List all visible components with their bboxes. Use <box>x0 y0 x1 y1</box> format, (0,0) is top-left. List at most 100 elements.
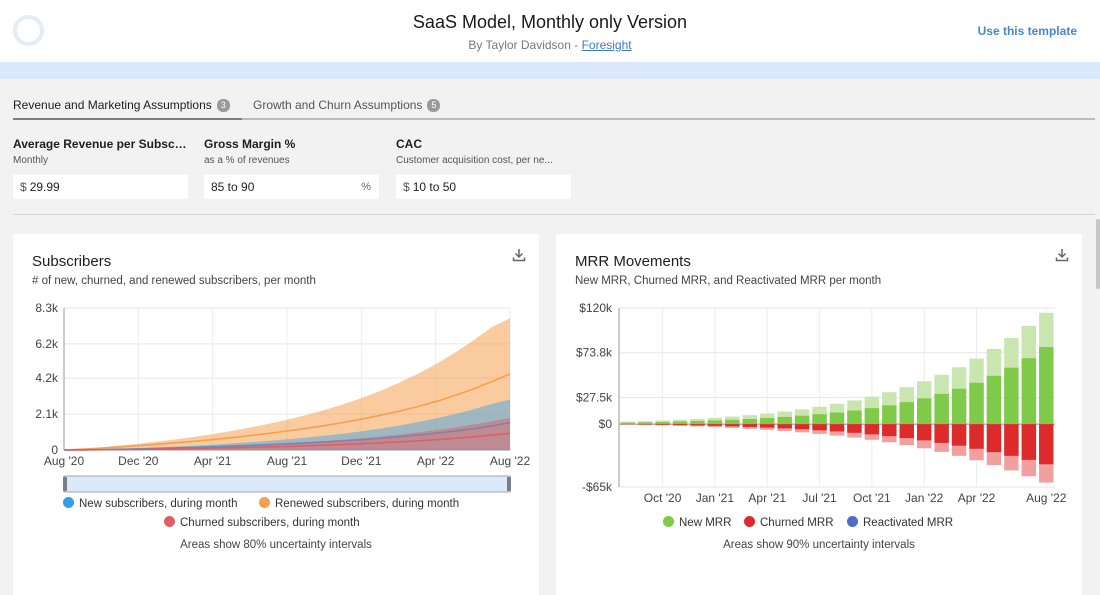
x-tick-label: Jul '21 <box>802 491 837 505</box>
x-tick-label: Aug '22 <box>490 454 531 468</box>
tab-count-badge: 3 <box>216 99 230 112</box>
foresight-logo-icon[interactable] <box>13 15 44 46</box>
bar-median <box>829 424 845 432</box>
range-handle-left <box>63 477 67 491</box>
mrr-chart: -$65k $0 $27.5k $73.8k $120k Oct '20 Jan '21 Ap… <box>576 301 1067 505</box>
bar-median <box>1021 424 1037 460</box>
subscribers-chart-card: Subscribers # of new, churned, and renew… <box>13 234 539 595</box>
bar-median <box>760 418 775 425</box>
range-handle-right <box>507 477 511 491</box>
bar-median <box>864 424 880 435</box>
bar-median <box>882 405 897 425</box>
bar-median <box>882 424 897 437</box>
legend-new-subscribers[interactable]: New subscribers, during month <box>63 497 238 510</box>
section-divider <box>13 214 1095 215</box>
legend-churned-mrr[interactable]: Churned MRR <box>744 516 834 529</box>
y-tick-label: $0 <box>599 417 613 431</box>
x-tick-label: Apr '22 <box>417 454 455 468</box>
bar-median <box>1039 347 1054 425</box>
x-tick-label: Apr '21 <box>748 491 786 505</box>
y-tick-label: 6.2k <box>35 337 59 351</box>
legend-reactivated-mrr[interactable]: Reactivated MRR <box>847 516 953 529</box>
bar-median <box>760 424 775 428</box>
tab-label: Growth and Churn Assumptions <box>253 98 423 112</box>
byline: By Taylor Davidson - Foresight <box>0 38 1100 52</box>
bar-median <box>812 414 827 425</box>
bar-median <box>620 422 635 425</box>
gross-margin-input[interactable]: 85 to 90% <box>204 175 379 199</box>
bar-median <box>934 393 949 425</box>
legend-dot <box>847 516 858 527</box>
legend-label: Renewed subscribers, during month <box>275 498 460 510</box>
app-header: SaaS Model, Monthly only Version By Tayl… <box>0 0 1100 62</box>
uncertainty-note: Areas show 80% uncertainty intervals <box>180 539 372 551</box>
bar-median <box>794 415 810 425</box>
bar-median <box>951 388 967 425</box>
download-icon[interactable] <box>512 248 526 262</box>
bar-median <box>951 424 967 446</box>
bar-median <box>1004 367 1019 425</box>
bar-median <box>916 424 932 441</box>
chart-subtitle: # of new, churned, and renewed subscribe… <box>32 275 316 287</box>
y-tick-label: $73.8k <box>576 346 613 360</box>
x-tick-label: Apr '22 <box>958 491 996 505</box>
byline-link[interactable]: Foresight <box>581 38 632 52</box>
mrr-chart-card: MRR Movements New MRR, Churned MRR, and … <box>556 234 1082 595</box>
download-icon[interactable] <box>1055 248 1069 262</box>
cac-input[interactable]: $10 to 50 <box>396 175 571 199</box>
chart-title: Subscribers <box>32 253 112 270</box>
bar-median <box>829 412 845 425</box>
bar-median <box>777 416 792 425</box>
assumption-gross-margin: Gross Margin % as a % of revenues 85 to … <box>204 137 380 199</box>
x-tick-label: Oct '20 <box>644 491 682 505</box>
bar-median <box>986 424 1002 453</box>
bar-median <box>672 424 688 426</box>
tab-revenue-marketing[interactable]: Revenue and Marketing Assumptions 3 <box>13 96 242 120</box>
tab-label: Revenue and Marketing Assumptions <box>13 98 212 112</box>
x-tick-label: Jan '22 <box>905 491 944 505</box>
bar-median <box>672 421 688 425</box>
bar-median <box>637 422 653 425</box>
assumption-description: Customer acquisition cost, per ne... <box>396 155 553 166</box>
legend-dot <box>63 497 74 508</box>
x-tick-label: Apr '21 <box>194 454 232 468</box>
legend-label: New subscribers, during month <box>79 498 238 510</box>
bar-median <box>1039 424 1054 465</box>
legend-dot <box>744 516 755 527</box>
assumption-description: as a % of revenues <box>204 155 290 166</box>
assumption-label: Gross Margin % <box>204 137 296 151</box>
legend-label: New MRR <box>679 517 732 529</box>
median-line <box>63 432 511 451</box>
bar-median <box>690 424 705 426</box>
legend-renewed-subscribers[interactable]: Renewed subscribers, during month <box>259 497 459 510</box>
legend-churned-subscribers[interactable]: Churned subscribers, during month <box>164 516 360 529</box>
x-tick-label: Dec '21 <box>341 454 382 468</box>
legend-label: Reactivated MRR <box>863 517 954 529</box>
bar-median <box>934 424 949 443</box>
x-tick-label: Dec '20 <box>118 454 159 468</box>
currency-prefix: $ <box>403 180 410 194</box>
bar-median <box>707 424 723 426</box>
y-tick-label: 8.3k <box>35 301 59 315</box>
page-scrollbar[interactable] <box>1096 219 1100 289</box>
use-template-button[interactable]: Use this template <box>977 24 1077 38</box>
currency-prefix: $ <box>20 180 27 194</box>
bar-median <box>690 421 705 425</box>
x-tick-label: Aug '20 <box>44 454 85 468</box>
y-tick-label: -$65k <box>582 480 613 494</box>
bar-median <box>847 424 862 433</box>
bar-median <box>777 424 792 429</box>
arpu-input[interactable]: $29.99 <box>13 175 188 199</box>
uncertainty-note: Areas show 90% uncertainty intervals <box>723 539 915 551</box>
range-selector <box>63 475 511 493</box>
legend-dot <box>663 516 674 527</box>
assumption-label: CAC <box>396 137 422 151</box>
legend-dot <box>259 497 270 508</box>
tab-growth-churn[interactable]: Growth and Churn Assumptions 5 <box>253 96 441 120</box>
header-band <box>0 62 1100 79</box>
percent-suffix: % <box>361 181 371 193</box>
chart-title: MRR Movements <box>575 253 691 270</box>
subscribers-chart: 0 2.1k 4.2k 6.2k 8.3k Aug '20 Dec '20 Apr '21 Au… <box>35 301 531 493</box>
bar-median <box>725 424 740 427</box>
legend-new-mrr[interactable]: New MRR <box>663 516 731 529</box>
